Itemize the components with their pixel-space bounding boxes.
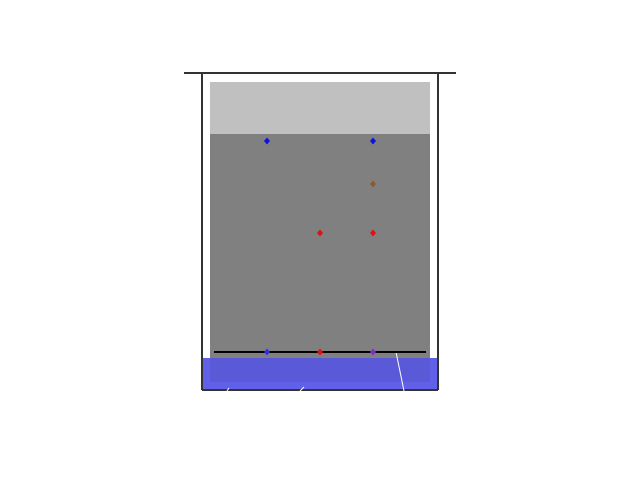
marker-blue-floor[interactable] <box>264 348 270 356</box>
marker-blue-upper-right[interactable] <box>370 137 376 145</box>
water-highlight-middle <box>299 386 305 392</box>
marker-brown[interactable] <box>370 180 376 188</box>
marker-red-mid-left[interactable] <box>317 229 323 237</box>
water-inner <box>210 358 430 382</box>
markers-layer <box>264 137 376 356</box>
marker-blue-upper-left[interactable] <box>264 137 270 145</box>
marker-red-mid-right[interactable] <box>370 229 376 237</box>
marker-red-floor[interactable] <box>317 348 323 356</box>
play-area[interactable] <box>210 134 430 382</box>
container-frame <box>201 73 439 391</box>
marker-purple-floor[interactable] <box>370 348 376 356</box>
water-highlight-left <box>226 387 230 392</box>
top-band <box>210 82 430 134</box>
water-highlight-right <box>395 351 405 392</box>
